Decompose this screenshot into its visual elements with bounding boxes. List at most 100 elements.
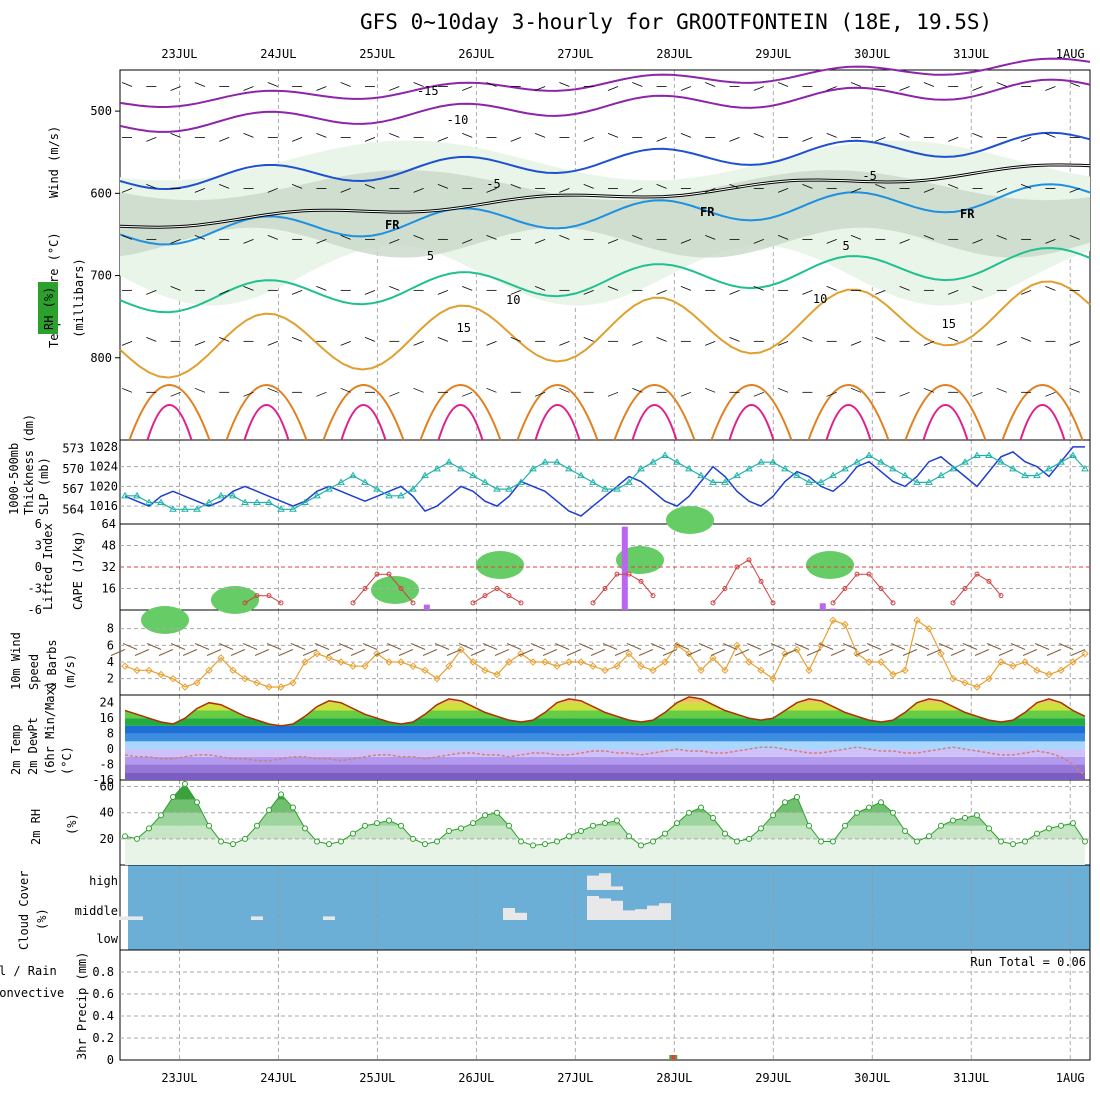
wind-barb [996,387,1007,393]
isotherm-line [119,246,1091,314]
thickness-marker [445,458,453,465]
wind-barb [1045,285,1056,291]
thickness-marker [769,458,777,465]
rh-marker [1034,830,1040,837]
wind-speed-marker [301,658,309,666]
wind-barb [146,184,157,189]
wind-barb [510,289,521,295]
rh-marker [206,822,212,829]
wind-barb [996,82,1007,87]
temp-band [125,710,1085,719]
run-total: Run Total = 0.06 [970,955,1086,969]
thickness-marker [613,485,621,492]
label-cape: CAPE (J/kg) [71,531,85,610]
temp-labels: 2m Temp 2m DewPt (6hr Min/Max) (°C) [9,681,74,775]
rh-panel: 20 40 60 [100,780,1090,865]
wind-barb-10m [614,649,630,656]
wind-speed-marker [265,683,273,691]
thickness-marker [181,505,189,512]
wind-barb [316,285,327,291]
wind-barb [729,336,740,342]
rh-tick: 20 [100,832,114,846]
wind-barb [753,285,764,291]
wind-barb [1020,184,1032,189]
li-marker [974,571,980,577]
cape-bar [423,604,430,610]
wind-speed-marker [277,683,285,691]
li-marker [830,600,836,606]
rh-marker [266,807,272,814]
date-label-bottom: 28JUL [656,1071,692,1085]
cape-tick: 16 [102,582,116,596]
ytick-label: 800 [90,351,112,365]
wind-barb [121,235,133,240]
wind-barb [923,82,935,87]
wind-speed-marker [793,645,801,654]
cape-bar [819,603,826,610]
rh-marker [302,825,308,832]
thickness-marker [169,505,177,512]
label-cloud-unit: (%) [35,908,49,930]
wind-barb [291,184,303,189]
wind-speed-marker [313,649,321,658]
wind-barb [462,86,473,91]
wind-speed-marker [925,624,933,633]
isotherm-20-loop [128,384,211,441]
wind-barb [340,82,351,87]
wind-barb [826,391,837,397]
rh-moist-cell [141,606,189,634]
wind-speed-marker [637,662,645,670]
wind-barb [267,340,278,346]
wind-barb [607,391,619,397]
wind-barb-10m [974,649,990,656]
wind-barb [899,285,910,291]
wind-speed-marker [661,658,669,666]
wind-barb-10m [218,643,234,650]
wind-barb [656,289,667,295]
wind-tick: 8 [107,622,114,636]
wind-barb [826,133,837,138]
wind-barb [777,387,789,393]
isotherm-25-loop [728,404,775,441]
wind-speed-marker [853,649,861,658]
rh-marker [1046,825,1052,832]
wind-barb [583,137,594,142]
rh-marker [506,822,512,829]
wind-barb [948,336,959,342]
cloud-bar-middle [647,905,659,920]
wind-barb-10m [998,649,1014,656]
cloud-bar-high [587,875,599,890]
wind-barb-10m [590,649,606,656]
wind-barb [291,289,303,295]
date-label-top: 26JUL [458,47,494,61]
wind-barb [486,340,497,346]
rh-marker [230,841,236,848]
wind-barb [802,137,813,142]
wind-barb [729,137,740,142]
panel-frame [119,609,1091,696]
wind-speed-marker [805,666,813,675]
thickness-marker [301,498,309,506]
temp-tick: -16 [92,773,114,787]
wind-barb-10m [302,649,318,656]
wind-barb [753,239,764,244]
thickness-marker [853,458,861,465]
wind-barb [316,86,327,91]
wind-speed-marker [193,679,201,687]
wind-speed-marker [685,649,693,658]
cloud-bar-middle [131,916,143,920]
wind-speed-marker [517,649,525,658]
wind-speed-marker [565,658,573,666]
cloud-bar-middle [599,898,611,920]
rh-marker [386,817,392,824]
wind-barb [607,285,619,291]
wind-barb [1069,188,1080,193]
date-label-top: 30JUL [854,47,890,61]
wind-speed-marker [889,670,897,679]
wind-speed-line [124,619,1086,688]
thickness-marker [457,464,465,472]
isotherm-20-loop [516,384,599,441]
precip-tick: 0.6 [92,987,114,1001]
isotherm-20-loop [710,384,793,441]
wind-barb [243,239,254,244]
